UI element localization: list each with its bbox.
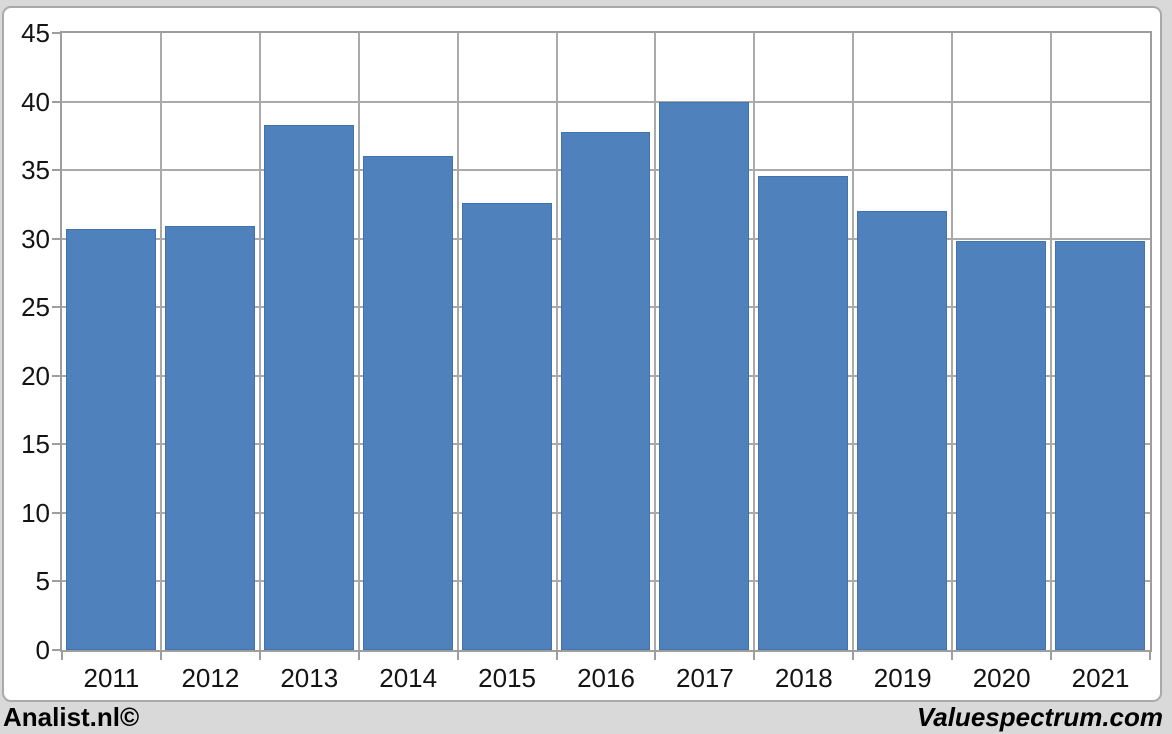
y-tick-mark <box>52 374 62 377</box>
chart-frame: 0 5 10 15 20 25 30 35 40 45 2011 2012 2013 2014 2015 2… <box>2 6 1162 702</box>
x-tick-mark <box>555 652 558 660</box>
v-gridline <box>357 33 360 650</box>
x-tick-label: 2016 <box>577 663 635 693</box>
bar-2018 <box>758 176 849 650</box>
x-tick-mark <box>1149 652 1151 660</box>
x-tick-mark <box>753 652 756 660</box>
x-tick-mark <box>951 652 954 660</box>
footer-left-brand: Analist.nl© <box>3 702 140 732</box>
v-gridline <box>654 33 657 650</box>
x-tick-label: 2018 <box>774 663 833 693</box>
x-tick-label: 2014 <box>379 663 438 693</box>
y-tick-label: 45 <box>21 18 50 48</box>
x-tick-label: 2017 <box>675 663 734 693</box>
bar-2017 <box>659 102 750 650</box>
footer-right-brand: Valuespectrum.com <box>916 702 1163 732</box>
y-tick-mark <box>52 32 62 34</box>
x-tick-label: 2020 <box>972 663 1031 693</box>
bar-2013 <box>263 125 354 650</box>
bar-2021 <box>1055 241 1145 650</box>
y-tick-mark <box>52 100 62 103</box>
x-tick-mark <box>159 652 162 660</box>
h-gridline <box>62 100 1150 103</box>
x-tick-label: 2021 <box>1071 663 1130 693</box>
y-tick-mark <box>52 306 62 309</box>
plot-area <box>60 31 1152 652</box>
x-tick-mark <box>61 652 63 660</box>
v-gridline <box>852 33 855 650</box>
bar-2019 <box>857 211 948 650</box>
v-gridline <box>951 33 954 650</box>
x-tick-label: 2012 <box>181 663 240 693</box>
bar-2011 <box>66 229 156 650</box>
x-tick-mark <box>1050 652 1053 660</box>
x-tick-mark <box>258 652 261 660</box>
bar-2014 <box>362 156 453 650</box>
y-tick-label: 25 <box>21 292 50 323</box>
y-tick-label: 10 <box>21 497 50 528</box>
y-tick-label: 15 <box>21 429 50 460</box>
y-tick-mark <box>52 443 62 446</box>
y-tick-label: 35 <box>21 155 50 186</box>
y-tick-mark <box>52 511 62 514</box>
v-gridline <box>753 33 756 650</box>
y-tick-label: 5 <box>35 566 50 597</box>
v-gridline <box>159 33 162 650</box>
x-tick-label: 2013 <box>280 663 339 693</box>
y-tick-label: 0 <box>35 635 50 665</box>
x-tick-mark <box>654 652 657 660</box>
bar-2020 <box>956 241 1047 650</box>
y-tick-label: 30 <box>21 223 50 254</box>
y-tick-mark <box>52 649 62 651</box>
bar-2016 <box>560 132 651 650</box>
y-tick-mark <box>52 237 62 240</box>
x-tick-mark <box>357 652 360 660</box>
x-tick-mark <box>456 652 459 660</box>
y-tick-mark <box>52 580 62 583</box>
y-tick-mark <box>52 169 62 172</box>
x-tick-mark <box>852 652 855 660</box>
x-tick-label: 2011 <box>83 663 140 693</box>
v-gridline <box>1050 33 1053 650</box>
y-tick-label: 20 <box>21 360 50 391</box>
bar-2015 <box>461 203 552 650</box>
x-tick-label: 2015 <box>478 663 536 693</box>
v-gridline <box>555 33 558 650</box>
v-gridline <box>258 33 261 650</box>
x-tick-label: 2019 <box>873 663 932 693</box>
bar-2012 <box>164 226 255 650</box>
y-tick-label: 40 <box>21 86 50 117</box>
v-gridline <box>456 33 459 650</box>
